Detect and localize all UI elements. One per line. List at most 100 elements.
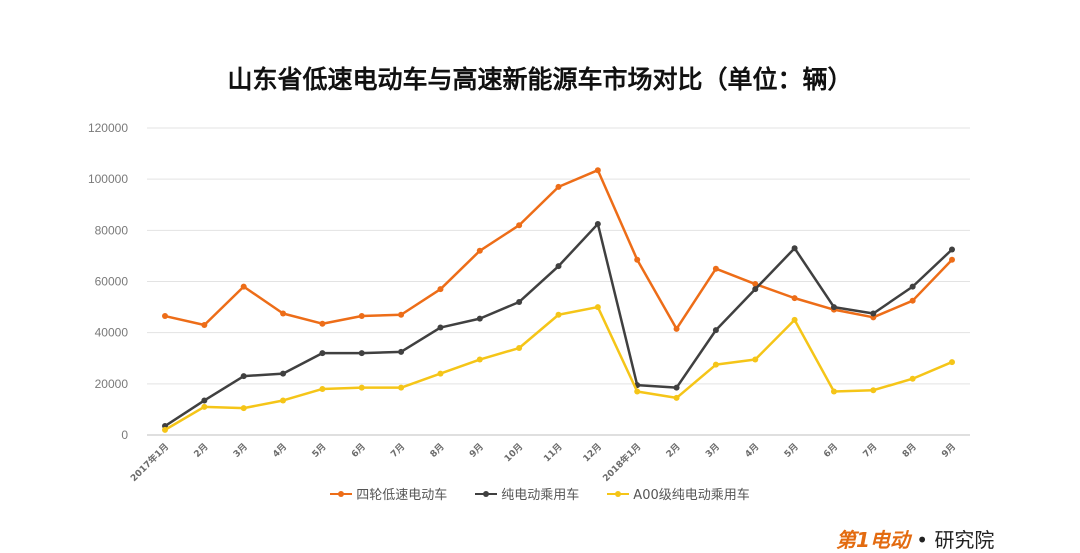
data-point [240, 283, 247, 290]
legend-dot [483, 490, 490, 497]
data-point [555, 311, 562, 318]
x-tick-label: 7月 [861, 441, 880, 460]
data-point [201, 403, 208, 410]
data-point [752, 356, 759, 363]
logo-part1: 第1电动 [836, 528, 910, 552]
data-point [358, 350, 365, 357]
data-point [516, 345, 523, 352]
data-point [870, 310, 877, 317]
series-line [164, 222, 953, 428]
y-tick-label: 20000 [95, 377, 129, 391]
legend-label: 四轮低速电动车 [356, 488, 448, 503]
data-point [949, 359, 955, 366]
data-point [319, 320, 326, 327]
x-tick-label: 2017年1月 [128, 441, 171, 484]
grid-lines [147, 127, 970, 436]
data-point [673, 394, 680, 401]
logo-dot: • [916, 528, 929, 552]
data-point [791, 245, 798, 252]
data-point [516, 298, 523, 305]
x-tick-label: 12月 [581, 441, 604, 464]
data-point [476, 356, 483, 363]
x-tick-label: 8月 [900, 441, 919, 460]
x-tick-label: 2018年1月 [600, 441, 643, 484]
x-tick-label: 5月 [310, 441, 329, 460]
data-point [673, 384, 680, 391]
data-point [555, 263, 562, 270]
data-point [791, 316, 798, 323]
x-tick-label: 9月 [467, 441, 486, 460]
data-point [634, 388, 641, 395]
legend-dot [615, 490, 622, 497]
data-point [830, 388, 837, 395]
x-tick-label: 8月 [428, 441, 447, 460]
data-point [319, 350, 326, 357]
data-point [201, 321, 208, 328]
data-point [712, 265, 719, 272]
x-tick-label: 6月 [349, 441, 368, 460]
x-tick-label: 3月 [703, 441, 722, 460]
data-point [437, 324, 444, 331]
series-lines [162, 167, 955, 433]
logo-part2: 研究院 [934, 528, 995, 552]
data-point [280, 310, 287, 317]
data-point [437, 286, 444, 293]
legend-label: 纯电动乘用车 [501, 488, 580, 503]
data-point [909, 283, 916, 290]
data-point [280, 370, 287, 377]
y-tick-label: 0 [121, 428, 128, 442]
data-point [752, 281, 759, 288]
data-point [240, 373, 247, 380]
y-tick-label: 80000 [95, 223, 129, 237]
y-tick-label: 100000 [88, 172, 128, 186]
data-point [594, 304, 601, 311]
legend-item: 纯电动乘用车 [475, 484, 579, 503]
data-point [162, 426, 168, 433]
data-point [752, 286, 759, 293]
data-point [516, 222, 523, 229]
chart-title: 山东省低速电动车与高速新能源车市场对比（单位：辆） [227, 65, 853, 94]
data-point [870, 387, 877, 394]
legend-swatch [607, 490, 630, 497]
data-point [162, 313, 168, 320]
data-point [319, 385, 326, 392]
data-point [712, 327, 719, 334]
legend-item: 四轮低速电动车 [330, 484, 447, 503]
y-tick-label: 60000 [95, 275, 129, 289]
x-tick-label: 3月 [231, 441, 250, 460]
data-point [358, 313, 365, 320]
data-point [476, 315, 483, 322]
data-point [909, 297, 916, 304]
data-point [240, 405, 247, 412]
legend-item: A00级纯电动乘用车 [607, 484, 750, 503]
data-point [634, 256, 641, 263]
data-point [398, 348, 405, 355]
x-tick-label: 7月 [389, 441, 408, 460]
data-point [594, 220, 601, 227]
legend-dot [338, 490, 345, 497]
x-tick-label: 4月 [743, 441, 762, 460]
data-point [949, 246, 955, 253]
x-tick-label: 4月 [271, 441, 290, 460]
y-tick-label: 40000 [95, 326, 129, 340]
data-point [437, 370, 444, 377]
data-point [280, 397, 287, 404]
data-point [476, 247, 483, 254]
series-line [164, 305, 953, 431]
x-tick-label: 9月 [940, 441, 959, 460]
data-point [949, 256, 955, 263]
y-tick-label: 120000 [88, 121, 128, 135]
brand-logo: 第1电动 • 研究院 [836, 524, 1066, 552]
x-tick-label: 5月 [782, 441, 801, 460]
legend: 四轮低速电动车 纯电动乘用车 A00级纯电动乘用车 [0, 484, 1080, 503]
data-point [712, 361, 719, 368]
x-tick-label: 6月 [821, 441, 840, 460]
data-point [201, 397, 208, 404]
data-point [358, 384, 365, 391]
data-point [830, 304, 837, 311]
x-tick-label: 2月 [192, 441, 211, 460]
legend-swatch [330, 490, 353, 497]
data-point [555, 183, 562, 190]
